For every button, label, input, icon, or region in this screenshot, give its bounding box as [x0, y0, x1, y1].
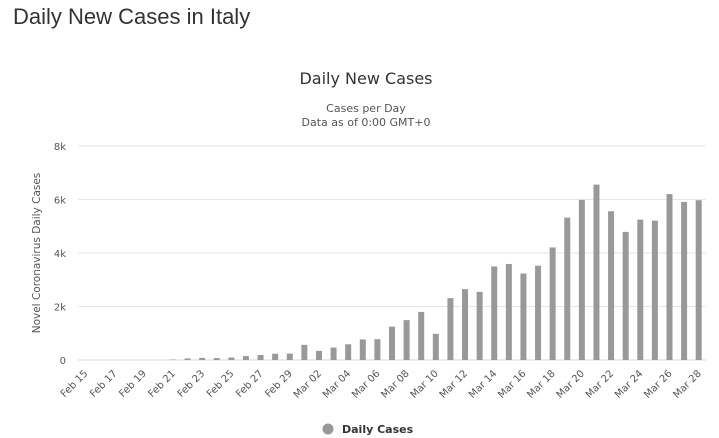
bar — [301, 344, 308, 360]
bar — [462, 289, 469, 360]
y-axis-label: Novel Coronavirus Daily Cases — [31, 173, 43, 334]
bar — [389, 326, 395, 360]
legend-marker — [322, 423, 334, 435]
bar — [272, 353, 279, 360]
x-tick-label: Feb 27 — [234, 368, 266, 400]
bar — [330, 347, 337, 360]
legend-item[interactable]: Daily Cases — [322, 423, 414, 436]
bar — [374, 339, 381, 360]
x-tick-label: Mar 04 — [321, 368, 353, 400]
bar — [622, 231, 629, 360]
bar — [695, 200, 702, 360]
bar — [681, 201, 688, 360]
bar — [315, 350, 322, 360]
x-tick-label: Mar 20 — [555, 368, 587, 400]
x-tick-label: Mar 16 — [496, 368, 528, 400]
bar — [199, 357, 206, 360]
bar — [564, 217, 571, 360]
x-tick-label: Mar 14 — [467, 368, 499, 400]
bar — [651, 220, 658, 360]
bar — [520, 273, 527, 360]
y-tick-label: 6k — [54, 196, 66, 207]
y-tick-label: 2k — [54, 303, 66, 314]
x-tick-label: Feb 15 — [59, 368, 91, 400]
bar — [491, 266, 498, 360]
x-tick-label: Feb 21 — [147, 368, 179, 400]
x-tick-label: Feb 17 — [88, 368, 120, 400]
x-tick-label: Mar 18 — [525, 368, 557, 400]
legend-label: Daily Cases — [342, 423, 414, 436]
y-tick-label: 8k — [54, 142, 66, 153]
bar — [184, 358, 191, 360]
x-tick-label: Feb 25 — [205, 368, 237, 400]
bar — [418, 311, 425, 360]
bar — [666, 194, 673, 360]
bar — [505, 263, 512, 360]
x-tick-label: Mar 06 — [350, 368, 382, 400]
bar — [593, 184, 600, 360]
bar — [359, 339, 366, 360]
bar — [286, 353, 293, 360]
bar — [578, 199, 585, 360]
bar — [637, 219, 644, 360]
x-tick-label: Feb 19 — [117, 368, 149, 400]
bar — [432, 333, 439, 360]
bar — [535, 265, 542, 360]
y-tick-label: 0 — [60, 356, 66, 367]
y-tick-label: 4k — [54, 249, 66, 260]
bar — [213, 358, 220, 360]
x-tick-label: Mar 10 — [409, 368, 441, 400]
bar — [447, 298, 454, 360]
x-tick-label: Feb 23 — [176, 368, 208, 400]
x-tick-label: Feb 29 — [263, 368, 295, 400]
bar — [549, 247, 556, 360]
bar — [257, 355, 264, 360]
bar — [228, 357, 235, 360]
chart-title: Daily New Cases — [299, 69, 432, 88]
page-title: Daily New Cases in Italy — [13, 4, 251, 29]
x-tick-label: Mar 28 — [671, 368, 703, 400]
bar — [608, 211, 615, 360]
x-tick-label: Mar 02 — [292, 368, 324, 400]
x-tick-label: Mar 22 — [584, 368, 616, 400]
x-tick-label: Mar 08 — [379, 368, 411, 400]
bar — [476, 291, 483, 360]
bar — [403, 320, 410, 360]
x-tick-label: Mar 24 — [613, 368, 645, 400]
x-tick-label: Mar 12 — [438, 368, 470, 400]
chart-subtitle-1: Cases per Day — [326, 102, 406, 115]
chart-subtitle-2: Data as of 0:00 GMT+0 — [302, 116, 431, 129]
bar — [242, 356, 249, 360]
bar — [345, 344, 352, 360]
x-tick-label: Mar 26 — [642, 368, 674, 400]
